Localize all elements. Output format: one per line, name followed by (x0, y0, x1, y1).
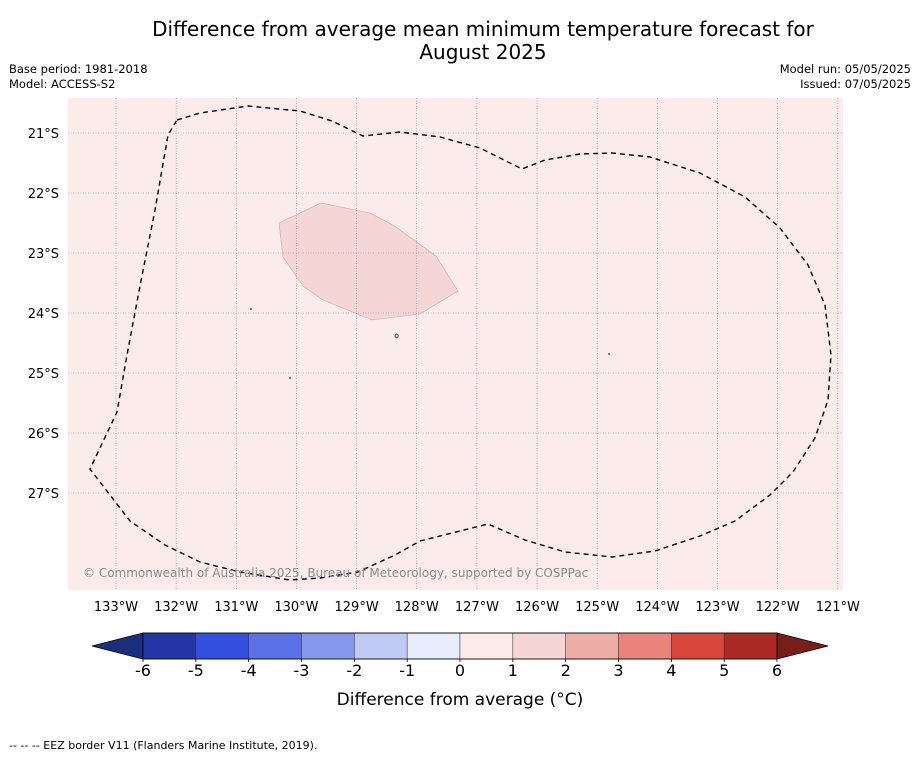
lon-label: 130°W (274, 600, 318, 615)
copyright-text: © Commonwealth of Australia 2025, Bureau… (83, 566, 588, 580)
lon-label: 125°W (575, 600, 619, 615)
lon-label: 131°W (214, 600, 258, 615)
colorbar: -6 -5 -4 -3 -2 -1 0 1 2 3 4 5 6 (91, 632, 829, 680)
island-dot (250, 308, 252, 310)
lon-label: 123°W (695, 600, 739, 615)
lon-label: 132°W (154, 600, 198, 615)
colorbar-swatch (459, 632, 514, 660)
lon-label: 128°W (395, 600, 439, 615)
colorbar-tick-label: -3 (294, 661, 310, 680)
colorbar-tick-label: 3 (613, 661, 623, 680)
lat-label: 24°S (28, 307, 59, 322)
base-period: Base period: 1981-2018 (9, 62, 148, 76)
map-title-line2: August 2025 (419, 40, 547, 64)
colorbar-swatch (354, 632, 408, 660)
lon-label: 133°W (94, 600, 138, 615)
model-name: Model: ACCESS-S2 (9, 77, 116, 91)
anomaly-patch (278, 202, 459, 321)
colorbar-swatch (723, 632, 778, 660)
lat-label: 21°S (28, 127, 59, 142)
longitude-labels: 133°W 132°W 131°W 130°W 129°W 128°W 127°W 126°W… (94, 600, 860, 615)
latitude-labels: 21°S 22°S 23°S 24°S 25°S 26°S 27°S (28, 127, 59, 502)
legend-footnote: -- -- -- EEZ border V11 (Flanders Marine… (9, 739, 318, 752)
lon-label: 126°W (515, 600, 559, 615)
colorbar-swatch (406, 632, 461, 660)
colorbar-swatch (195, 632, 249, 660)
colorbar-tick-label: 5 (719, 661, 729, 680)
map-panel (68, 98, 843, 590)
lon-label: 129°W (335, 600, 379, 615)
eez-border (89, 105, 832, 581)
colorbar-swatch (301, 632, 355, 660)
lat-label: 26°S (28, 427, 59, 442)
island-outline (394, 333, 399, 339)
colorbar-extend-high (776, 632, 829, 660)
colorbar-swatch (512, 632, 566, 660)
colorbar-tick-label: 2 (561, 661, 571, 680)
colorbar-tick-label: 4 (666, 661, 676, 680)
lat-label: 25°S (28, 367, 59, 382)
colorbar-swatch (248, 632, 302, 660)
colorbar-tick-label: -4 (241, 661, 257, 680)
lat-label: 27°S (28, 487, 59, 502)
colorbar-extend-low (91, 632, 144, 660)
lon-label: 121°W (816, 600, 860, 615)
lon-label: 122°W (756, 600, 800, 615)
issued-date: Issued: 07/05/2025 (800, 77, 911, 91)
island-dot (608, 353, 610, 355)
lat-label: 22°S (28, 187, 59, 202)
model-run: Model run: 05/05/2025 (779, 62, 911, 76)
map-title: Difference from average mean minimum tem… (68, 18, 898, 64)
meta-left: Base period: 1981-2018 Model: ACCESS-S2 (9, 62, 148, 92)
colorbar-swatch (565, 632, 619, 660)
colorbar-tick-label: 6 (772, 661, 782, 680)
lon-label: 124°W (635, 600, 679, 615)
colorbar-swatch (671, 632, 725, 660)
graticule (68, 98, 843, 590)
colorbar-swatch (618, 632, 672, 660)
lon-label: 127°W (455, 600, 499, 615)
colorbar-tick-label: -2 (346, 661, 362, 680)
colorbar-tick-label: 1 (508, 661, 518, 680)
map-title-line1: Difference from average mean minimum tem… (152, 17, 814, 41)
meta-right: Model run: 05/05/2025 Issued: 07/05/2025 (780, 62, 911, 92)
colorbar-tick-label: -5 (188, 661, 204, 680)
colorbar-tick-label: 0 (455, 661, 465, 680)
island-dot (289, 377, 291, 379)
colorbar-tick-label: -6 (135, 661, 151, 680)
colorbar-tick-label: -1 (399, 661, 415, 680)
lat-label: 23°S (28, 247, 59, 262)
colorbar-swatch (142, 632, 197, 660)
colorbar-title: Difference from average (°C) (337, 690, 584, 710)
